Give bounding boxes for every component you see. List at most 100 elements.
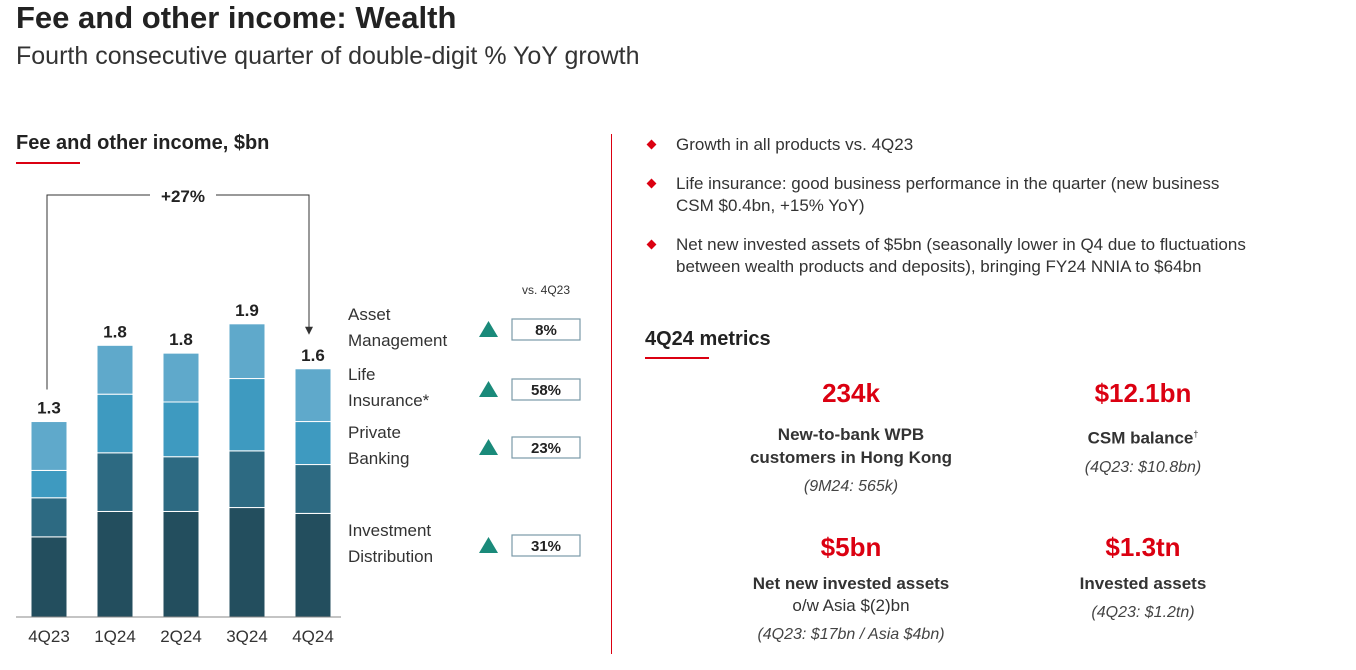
bar-segment <box>96 344 134 395</box>
change-box <box>511 378 581 401</box>
metric-label-line: customers in Hong Kong <box>749 448 953 467</box>
bullet-item: Net new invested assets of $5bn (seasona… <box>645 234 1345 278</box>
bullet-text: Life insurance: good business performanc… <box>676 174 1220 193</box>
bar-segment <box>30 421 68 471</box>
metric-label-line: New-to-bank WPB <box>777 425 925 444</box>
comparison-header: vs. 4Q23 <box>522 283 570 297</box>
bar-total-label: 1.3 <box>37 399 61 418</box>
change-box <box>511 436 581 459</box>
legend-label: Investment <box>348 521 431 540</box>
bullet-text: CSM $0.4bn, +15% YoY) <box>676 196 865 215</box>
diamond-bullet-icon <box>646 139 657 150</box>
diamond-bullet-icon <box>646 239 657 250</box>
bar-segment <box>96 393 134 454</box>
bar-segment <box>96 510 134 618</box>
metric-label: Net new invested assets <box>752 574 950 593</box>
metric-value: $5bn <box>820 532 882 562</box>
bar-segment <box>162 352 200 403</box>
bar-segment <box>294 512 332 618</box>
metric-new-to-bank: 234k New-to-bank WPB customers in Hong K… <box>711 378 991 498</box>
bar-segment <box>294 421 332 466</box>
legend: vs. 4Q23 Asset Management 8% Life Insurance* 5… <box>348 283 581 566</box>
bar-total-label: 1.6 <box>301 346 325 365</box>
up-triangle-icon <box>479 439 498 455</box>
change-value: 58% <box>531 382 561 399</box>
metric-nnia: $5bn Net new invested assets o/w Asia $(… <box>711 532 991 646</box>
page-subtitle: Fourth consecutive quarter of double-dig… <box>16 42 640 70</box>
change-value: 23% <box>531 440 561 457</box>
bar-segment <box>162 456 200 512</box>
total-labels: 1.3 1.8 1.8 1.9 1.6 <box>37 301 325 418</box>
legend-label: Insurance* <box>348 391 430 410</box>
growth-label: +27% <box>161 187 205 206</box>
metric-csm-balance: $12.1bn CSM balance† (4Q23: $10.8bn) <box>1003 378 1283 479</box>
metric-note: (4Q23: $17bn / Asia $4bn) <box>757 626 945 643</box>
metric-invested-assets: $1.3tn Invested assets (4Q23: $1.2tn) <box>1003 532 1283 624</box>
up-triangle-icon <box>479 381 498 397</box>
bar-segment <box>30 497 68 538</box>
change-value: 8% <box>535 322 557 339</box>
stacked-bar-chart: 1.3 1.8 1.8 1.9 1.6 4Q23 1Q24 2Q24 3Q24 4Q24 +27… <box>16 183 581 646</box>
bar-segment <box>228 323 266 380</box>
metric-note: (4Q23: $1.2tn) <box>1091 604 1195 621</box>
x-axis-labels: 4Q23 1Q24 2Q24 3Q24 4Q24 <box>28 627 334 646</box>
bar-segment <box>162 401 200 458</box>
bar-segment <box>162 510 200 618</box>
metric-sub: o/w Asia $(2)bn <box>792 596 910 615</box>
chart-title: Fee and other income, $bn <box>16 132 270 154</box>
chart-title-underline <box>16 162 80 164</box>
bullet-text: Growth in all products vs. 4Q23 <box>676 135 914 154</box>
metric-label: Invested assets <box>1079 574 1207 593</box>
bar-segment <box>30 469 68 499</box>
x-tick-label: 2Q24 <box>160 627 202 646</box>
legend-label: Management <box>348 331 448 350</box>
column-divider <box>611 134 612 654</box>
bar-total-label: 1.9 <box>235 301 259 320</box>
metric-label: CSM balance† <box>1003 423 1283 450</box>
metric-label-text: CSM balance <box>1087 428 1194 448</box>
x-tick-label: 1Q24 <box>94 627 136 646</box>
bar-group <box>30 323 332 618</box>
arrow-down-icon <box>305 326 313 335</box>
bullet-text: Net new invested assets of $5bn (seasona… <box>676 235 1246 254</box>
bar-segment <box>228 378 266 452</box>
legend-label: Distribution <box>348 547 433 566</box>
bullet-list: Growth in all products vs. 4Q23 Life ins… <box>645 134 1345 295</box>
x-tick-label: 3Q24 <box>226 627 268 646</box>
change-box <box>511 534 581 557</box>
bar-segment <box>30 536 68 618</box>
metric-note: (4Q23: $10.8bn) <box>1084 458 1202 476</box>
page-title: Fee and other income: Wealth <box>16 0 457 35</box>
bar-segment <box>228 450 266 509</box>
metric-value: $12.1bn <box>1094 378 1192 408</box>
legend-label: Banking <box>348 449 409 468</box>
change-value: 31% <box>531 538 561 555</box>
metric-value: $1.3tn <box>1105 532 1181 562</box>
bar-segment <box>96 452 134 512</box>
bar-segment <box>294 464 332 514</box>
bar-total-label: 1.8 <box>169 330 193 349</box>
metric-label: New-to-bank WPB customers in Hong Kong <box>711 423 991 469</box>
growth-label-bg <box>150 183 216 205</box>
bullet-item: Life insurance: good business performanc… <box>645 173 1345 217</box>
legend-label: Life <box>348 365 375 384</box>
metrics-heading-underline <box>645 357 709 359</box>
change-box <box>511 318 581 341</box>
bar-segment <box>294 368 332 423</box>
legend-label: Private <box>348 423 401 442</box>
footnote-mark: † <box>1193 429 1199 439</box>
metrics-heading: 4Q24 metrics <box>645 328 771 350</box>
metric-note: (9M24: 565k) <box>803 478 899 495</box>
x-tick-label: 4Q23 <box>28 627 70 646</box>
bullet-text: between wealth products and deposits), b… <box>676 257 1202 276</box>
bullet-item: Growth in all products vs. 4Q23 <box>645 134 1345 156</box>
x-tick-label: 4Q24 <box>292 627 334 646</box>
legend-label: Asset <box>348 305 391 324</box>
diamond-bullet-icon <box>646 178 657 189</box>
growth-bracket: +27% <box>46 183 313 390</box>
up-triangle-icon <box>479 537 498 553</box>
bar-total-label: 1.8 <box>103 322 127 341</box>
bar-segment <box>228 507 266 618</box>
metric-value: 234k <box>822 378 880 408</box>
up-triangle-icon <box>479 321 498 337</box>
